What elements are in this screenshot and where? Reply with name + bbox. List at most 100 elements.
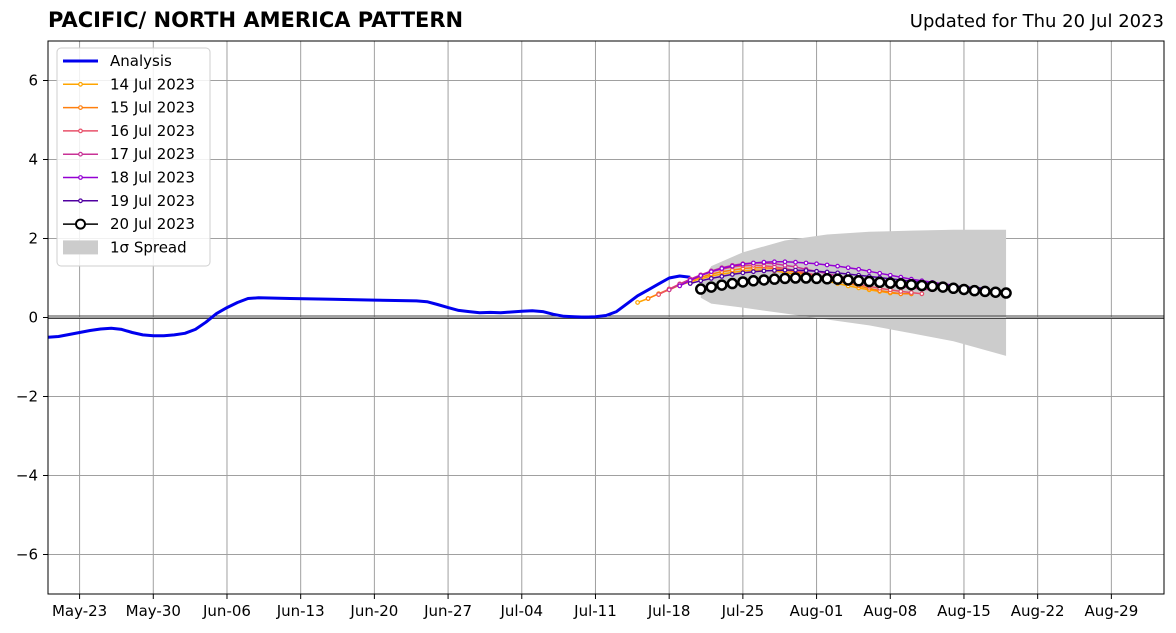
legend-swatch-marker — [78, 198, 83, 204]
y-tick-label: 0 — [28, 309, 38, 327]
x-tick-label: Aug-01 — [790, 602, 844, 620]
forecast-point — [695, 283, 707, 295]
forecast-point — [687, 281, 693, 286]
forecast-point — [989, 286, 1002, 298]
forecast-point — [814, 261, 819, 267]
x-tick-label: Jul-25 — [721, 602, 765, 620]
x-tick-label: Jul-18 — [647, 602, 691, 620]
y-tick-label: −2 — [16, 388, 38, 406]
x-tick-label: Jul-04 — [499, 602, 543, 620]
legend-swatch-marker — [78, 81, 83, 87]
forecast-point — [908, 290, 914, 296]
x-tick-label: Aug-22 — [1011, 602, 1065, 620]
forecast-point — [750, 260, 756, 266]
forecast-point — [845, 265, 851, 271]
forecast-point — [719, 266, 725, 271]
forecast-point — [772, 259, 777, 265]
analysis-line — [47, 274, 691, 339]
forecast-point — [761, 268, 767, 274]
forecast-point — [856, 266, 862, 272]
legend-label: 16 Jul 2023 — [110, 122, 195, 140]
forecast-point — [729, 263, 735, 269]
forecast-point — [979, 285, 991, 298]
legend-label: 19 Jul 2023 — [110, 192, 195, 210]
legend-label: 18 Jul 2023 — [110, 169, 195, 187]
forecast-point — [768, 273, 781, 285]
forecast-point — [916, 279, 928, 292]
forecast-point — [772, 268, 777, 273]
forecast-point — [947, 282, 960, 295]
forecast-point — [698, 278, 704, 284]
legend-swatch-marker — [78, 175, 83, 180]
forecast-point — [919, 291, 925, 297]
forecast-point — [708, 275, 714, 281]
y-tick-label: 4 — [28, 151, 38, 169]
forecast-point — [821, 273, 833, 285]
forecast-point — [793, 267, 798, 273]
forecast-point — [877, 270, 883, 276]
forecast-point — [666, 287, 672, 293]
forecast-point — [726, 277, 739, 290]
x-tick-label: Jun-20 — [349, 602, 398, 620]
series — [47, 259, 1012, 339]
legend-swatch-marker — [78, 128, 83, 134]
legend-swatch-marker — [78, 151, 83, 157]
forecast-point — [873, 276, 886, 289]
forecast-point — [782, 259, 788, 265]
forecast-point — [740, 270, 746, 276]
forecast-point — [866, 268, 872, 274]
x-tick-label: Aug-29 — [1084, 602, 1138, 620]
forecast-point — [884, 277, 897, 289]
legend-label: Analysis — [110, 52, 172, 70]
forecast-point — [937, 281, 949, 293]
forecast-point — [716, 279, 728, 291]
forecast-point — [926, 280, 939, 293]
y-tick-label: 6 — [28, 72, 38, 90]
x-tick-label: Aug-08 — [863, 602, 917, 620]
legend-label: 14 Jul 2023 — [110, 75, 195, 93]
legend-label: 20 Jul 2023 — [110, 215, 195, 233]
legend[interactable]: Analysis 14 Jul 2023 15 Jul 2023 16 Jul 202… — [56, 47, 211, 267]
forecast-point — [705, 281, 718, 293]
forecast-point — [740, 261, 746, 267]
x-tick-label: Jul-11 — [573, 602, 617, 620]
forecast-point — [958, 283, 970, 296]
forecast-point — [898, 289, 904, 294]
forecast-point — [729, 272, 735, 277]
forecast-point — [761, 259, 767, 265]
forecast-point — [747, 275, 760, 287]
forecast-point — [905, 278, 918, 291]
forecast-point — [863, 275, 875, 288]
chart-title: PACIFIC/ NORTH AMERICA PATTERN — [48, 8, 464, 32]
forecast-point — [814, 268, 819, 274]
forecast-point — [789, 272, 802, 284]
forecast-point — [758, 274, 770, 286]
legend-swatch-marker — [78, 105, 83, 110]
forecast-point — [793, 259, 798, 265]
forecast-point — [803, 268, 809, 273]
forecast-point — [779, 272, 791, 285]
forecast-point — [824, 262, 830, 268]
legend-box — [56, 47, 211, 267]
forecast-point — [803, 260, 809, 266]
forecast-point — [698, 273, 704, 279]
y-tick-label: −6 — [16, 546, 38, 564]
forecast-point — [895, 278, 907, 290]
legend-label: 15 Jul 2023 — [110, 99, 195, 117]
legend-label: 17 Jul 2023 — [110, 145, 195, 163]
x-tick-label: Jun-27 — [423, 602, 472, 620]
plot-frame — [47, 40, 1165, 595]
forecast-point — [645, 296, 651, 301]
y-tick-label: −4 — [16, 467, 38, 485]
x-tick-label: Jun-06 — [202, 602, 251, 620]
axes: May-23 May-30 Jun-06 Jun-13 Jun-20 Jun-27 Jul-… — [16, 40, 1165, 620]
legend-swatch-marker — [75, 218, 86, 230]
forecast-point — [750, 269, 756, 275]
chart-subtitle: Updated for Thu 20 Jul 2023 — [909, 11, 1164, 32]
forecast-point — [810, 272, 823, 285]
forecast-point — [852, 275, 865, 287]
forecast-point — [677, 283, 683, 289]
forecast-point — [656, 292, 662, 297]
forecast-point — [782, 267, 788, 273]
